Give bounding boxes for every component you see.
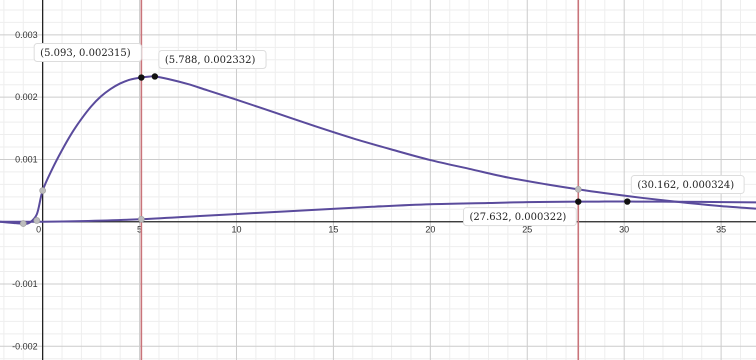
- gray-marker[interactable]: [574, 186, 582, 193]
- labeled-point[interactable]: (27.632, 0.000322): [462, 198, 582, 227]
- tick-labels: 0 5 10 15 20 25 30 35 0.003 0.002 0.001 -0.001 -0.00…: [12, 30, 726, 351]
- curve-2[interactable]: [0, 200, 756, 223]
- point-label-box: [630, 175, 745, 195]
- gray-marker[interactable]: [138, 215, 145, 223]
- labeled-point[interactable]: (5.093, 0.002315): [33, 43, 145, 81]
- x-tick-label: 20: [425, 225, 435, 235]
- labeled-point[interactable]: (30.162, 0.000324): [624, 175, 745, 205]
- x-tick-label: 25: [522, 225, 532, 235]
- point-marker[interactable]: [575, 198, 582, 205]
- point-marker[interactable]: [151, 73, 159, 80]
- labeled-points: (5.093, 0.002315) (5.788, 0.002332) (27.63…: [33, 43, 745, 227]
- y-tick-label: 0.002: [15, 92, 38, 102]
- x-tick-label: 35: [716, 225, 726, 235]
- point-label-box: [462, 207, 577, 227]
- x-tick-label: 5: [137, 225, 142, 235]
- x-tick-label: 15: [328, 225, 338, 235]
- point-label: (27.632, 0.000322): [469, 212, 566, 223]
- gray-markers: [19, 186, 582, 227]
- y-tick-label: -0.002: [12, 341, 38, 351]
- point-label: (5.093, 0.002315): [40, 48, 131, 59]
- point-marker[interactable]: [624, 198, 631, 205]
- curve-1[interactable]: [0, 75, 756, 225]
- gray-marker[interactable]: [33, 217, 41, 224]
- y-tick-label: -0.001: [12, 279, 38, 289]
- gray-marker[interactable]: [19, 220, 27, 227]
- point-label: (5.788, 0.002332): [165, 55, 256, 66]
- y-tick-label: 0.001: [15, 154, 38, 164]
- x-tick-label: 0: [36, 225, 41, 235]
- x-tick-label: 10: [231, 225, 241, 235]
- point-label-box: [33, 43, 142, 63]
- point-label: (30.162, 0.000324): [637, 180, 734, 191]
- gray-marker[interactable]: [39, 187, 46, 194]
- labeled-point[interactable]: (5.788, 0.002332): [151, 49, 267, 80]
- point-label-box: [158, 49, 267, 69]
- y-tick-label: 0.003: [15, 30, 38, 40]
- point-marker[interactable]: [138, 74, 145, 81]
- x-tick-label: 30: [619, 225, 629, 235]
- curves: [0, 75, 756, 225]
